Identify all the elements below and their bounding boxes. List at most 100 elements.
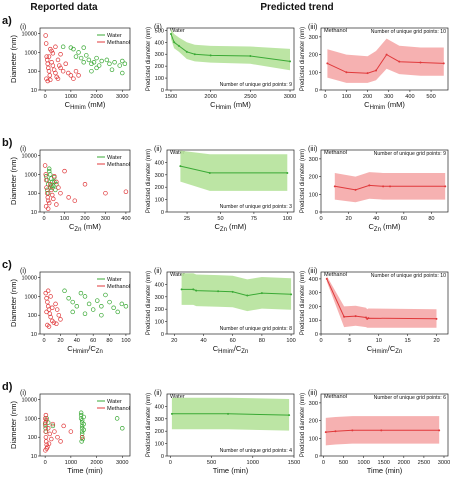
x-tick-label-c-i: 100 xyxy=(121,338,130,344)
scatter-point-water xyxy=(86,301,92,307)
grid-point-a-ii xyxy=(289,60,292,63)
grid-points-note-d-iii: Number of unique grid points: 6 xyxy=(374,395,446,401)
x-tick-label-c-ii: 80 xyxy=(259,338,265,344)
scatter-point-water xyxy=(79,439,84,444)
x-tick-label-c-iii: 5 xyxy=(348,338,351,344)
c-i-xlabel: CHmim/CZn xyxy=(67,344,103,355)
y-tick-label-a-ii: 500 xyxy=(155,28,164,34)
scatter-point-methanol xyxy=(51,196,56,202)
scatter-point-methanol xyxy=(43,204,49,209)
x-tick-label-d-iii: 500 xyxy=(339,460,348,466)
scatter-point-methanol xyxy=(43,429,48,434)
y-tick-label-c-iii: 100 xyxy=(309,318,318,324)
scatter-point-methanol xyxy=(45,288,51,294)
y-tick-label-c-iii: 300 xyxy=(309,291,318,297)
y-tick-label-b-ii: 0 xyxy=(161,210,164,216)
header-predicted: Predicted trend xyxy=(260,2,333,13)
scatter-point-water xyxy=(82,294,88,299)
scatter-point-water xyxy=(120,58,125,64)
grid-points-note-a-iii: Number of unique grid points: 10 xyxy=(371,29,446,35)
scatter-point-water xyxy=(96,63,102,68)
panel-label-c-i: (i) xyxy=(20,268,26,275)
x-tick-label-b-i: 300 xyxy=(101,216,110,222)
x-tick-label-a-i: 0 xyxy=(44,94,47,100)
y-tick-label-c-ii: 300 xyxy=(155,295,164,301)
scatter-point-methanol xyxy=(51,320,57,325)
scatter-point-water xyxy=(76,50,81,55)
confidence-band-b-ii xyxy=(180,150,288,191)
scatter-point-methanol xyxy=(50,63,56,68)
panel-label-d-ii: (ii) xyxy=(154,390,162,397)
y-tick-label-c-ii: 200 xyxy=(155,307,164,313)
y-tick-label-b-i: 100 xyxy=(28,191,37,197)
scatter-point-methanol xyxy=(54,202,59,207)
d-i-xlabel: Time (min) xyxy=(67,466,103,475)
scatter-point-water xyxy=(81,421,86,427)
panel-c-ii: (ii) Water 20 40 60 80 100 0 100 200 300 400 CHmim/C… xyxy=(146,268,296,355)
x-tick-label-c-iii: 10 xyxy=(376,338,382,344)
scatter-point-methanol xyxy=(44,418,49,423)
scatter-point-methanol xyxy=(66,195,71,200)
scatter-point-methanol xyxy=(43,423,48,429)
scatter-point-methanol xyxy=(47,431,53,437)
y-tick-label-b-ii: 100 xyxy=(155,198,164,204)
mean-line-a-iii xyxy=(327,53,444,74)
scatter-point-water xyxy=(123,304,129,309)
grid-point-a-ii xyxy=(169,32,172,35)
legend-label-methanol: Methanol xyxy=(107,162,130,168)
y-axis-label-b-ii: Predicted diameter (nm) xyxy=(146,149,152,213)
grid-point-c-ii xyxy=(217,290,220,293)
y-tick-label-d-i: 100 xyxy=(28,435,37,441)
y-tick-label-c-i: 1000 xyxy=(25,294,37,300)
x-tick-label-c-i: 0 xyxy=(43,338,46,344)
scatter-point-methanol xyxy=(55,57,61,63)
grid-points-note-d-ii: Number of unique grid points: 4 xyxy=(220,448,292,454)
x-tick-label-c-iii: 15 xyxy=(404,338,410,344)
panel-label-b-iii: (iii) xyxy=(308,146,317,153)
scatter-point-methanol xyxy=(45,299,50,305)
scatter-point-water xyxy=(109,67,115,72)
x-tick-label-d-i: 3000 xyxy=(116,460,128,466)
grid-point-c-iii xyxy=(367,317,370,320)
scatter-point-methanol xyxy=(62,168,67,174)
x-tick-label-b-iii: 60 xyxy=(401,216,407,222)
y-tick-label-c-ii: 0 xyxy=(161,332,164,338)
x-tick-label-a-iii: 100 xyxy=(342,94,351,100)
grid-point-b-iii xyxy=(444,185,447,188)
legend-label-water: Water xyxy=(107,277,122,283)
grid-point-a-iii xyxy=(326,62,329,65)
grid-point-b-ii xyxy=(179,165,182,168)
scatter-point-methanol xyxy=(45,426,51,431)
panel-d-i: d) (i) 0 1000 2000 3000 10 100 1000 10000 Time (mi… xyxy=(2,381,131,475)
grid-point-a-ii xyxy=(193,53,196,56)
legend-label-methanol: Methanol xyxy=(107,284,130,290)
scatter-point-water xyxy=(114,416,120,421)
y-axis-label-a-ii: Predicted diameter (nm) xyxy=(146,27,152,91)
scatter-point-methanol xyxy=(50,192,55,198)
y-tick-label-b-i: 10 xyxy=(31,210,37,216)
scatter-point-methanol xyxy=(58,52,63,57)
x-tick-label-a-i: 2000 xyxy=(90,94,102,100)
grid-point-c-ii xyxy=(246,294,249,297)
panel-label-c-iii: (iii) xyxy=(308,268,317,275)
grid-point-a-iii xyxy=(419,61,422,64)
scatter-point-water xyxy=(80,436,85,442)
scatter-point-methanol xyxy=(54,321,59,327)
x-tick-label-b-ii: 100 xyxy=(283,216,292,222)
x-tick-label-c-iii: 20 xyxy=(433,338,439,344)
x-tick-label-b-i: 200 xyxy=(80,216,89,222)
solvent-label-a-ii: Water xyxy=(170,28,185,34)
plot-frame-d-i xyxy=(39,393,131,457)
scatter-point-water xyxy=(71,46,76,52)
b-iii-xlabel: CZn (mM) xyxy=(368,222,401,233)
y-tick-label-a-i: 10000 xyxy=(21,32,37,38)
x-tick-label-a-iii: 200 xyxy=(363,94,372,100)
x-tick-label-c-i: 60 xyxy=(90,338,96,344)
scatter-point-water xyxy=(52,179,57,185)
scatter-point-water xyxy=(78,55,84,61)
grid-point-d-ii xyxy=(288,414,291,417)
scatter-point-water xyxy=(86,57,92,63)
y-axis-label-a-iii: Predicted diameter (nm) xyxy=(300,27,306,91)
grid-point-b-iii xyxy=(389,185,392,188)
y-tick-label-c-ii: 100 xyxy=(155,320,164,326)
